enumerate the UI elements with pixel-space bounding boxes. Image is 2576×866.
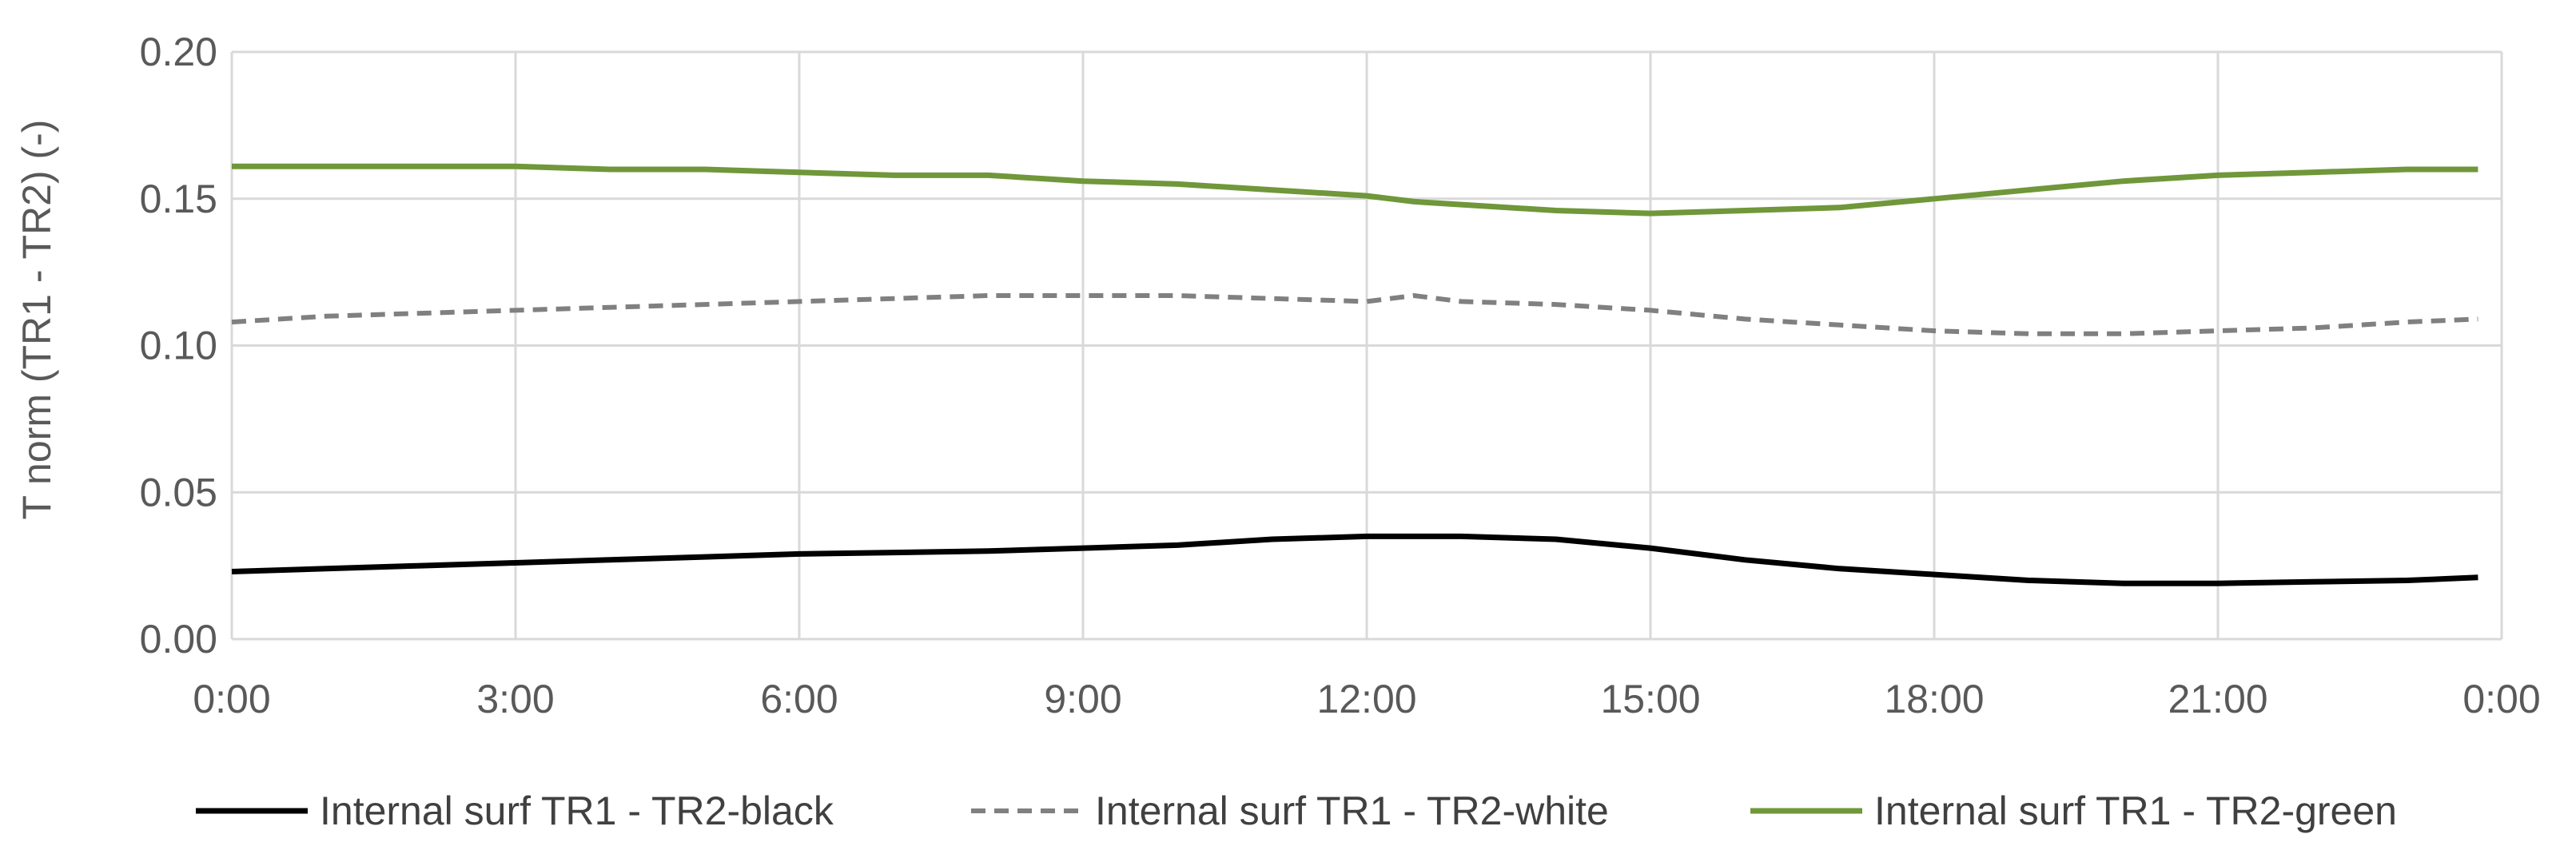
series-line-1 xyxy=(231,293,2478,336)
x-tick-label-1: 3:00 xyxy=(476,677,554,721)
series-lines xyxy=(231,163,2478,586)
legend: Internal surf TR1 - TR2-black Internal su… xyxy=(196,789,2397,833)
x-tick-label-5: 15:00 xyxy=(1600,677,1700,721)
x-tick-label-2: 6:00 xyxy=(760,677,838,721)
legend-label-2: Internal surf TR1 - TR2-green xyxy=(1874,789,2397,833)
x-tick-label-4: 12:00 xyxy=(1316,677,1416,721)
y-tick-label-0: 0.00 xyxy=(140,617,217,661)
x-tick-label-7: 21:00 xyxy=(2168,677,2267,721)
legend-label-0: Internal surf TR1 - TR2-black xyxy=(320,789,834,833)
gridlines xyxy=(230,50,2503,641)
y-tick-label-1: 0.05 xyxy=(140,470,217,514)
x-tick-label-0: 0:00 xyxy=(193,677,270,721)
y-axis-title: T norm (TR1 - TR2) (-) xyxy=(14,120,59,520)
y-tick-label-3: 0.15 xyxy=(140,177,217,221)
series-line-2 xyxy=(232,163,2478,216)
x-tick-label-3: 9:00 xyxy=(1044,677,1121,721)
series-line-0 xyxy=(231,533,2478,586)
x-tick-label-8: 0:00 xyxy=(2463,677,2540,721)
y-tick-label-4: 0.20 xyxy=(140,30,217,74)
tick-labels: 0.00 0.05 0.10 0.15 0.20 0:00 3:00 6:00 9:00 12:0… xyxy=(140,30,2541,721)
legend-label-1: Internal surf TR1 - TR2-white xyxy=(1095,789,1609,833)
y-tick-label-2: 0.10 xyxy=(140,324,217,368)
x-tick-label-6: 18:00 xyxy=(1884,677,1984,721)
